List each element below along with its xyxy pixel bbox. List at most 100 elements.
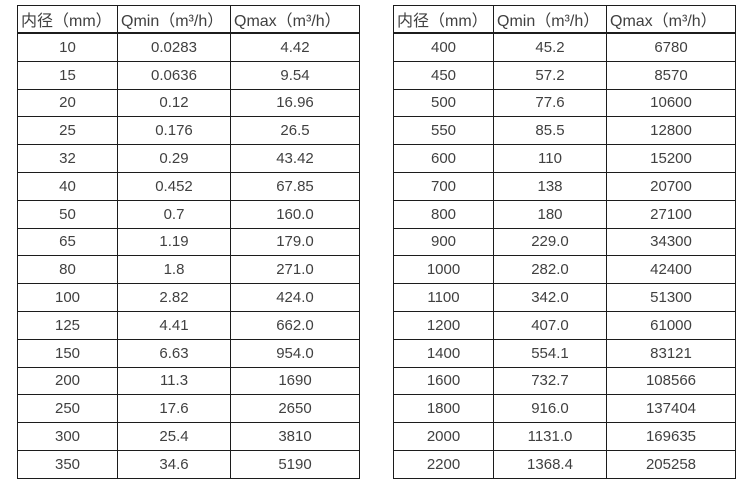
table-header-row: 内径（mm） Qmin（m³/h） Qmax（m³/h）: [393, 5, 736, 34]
table-cell: 85.5: [493, 116, 607, 146]
table-cell: 0.176: [117, 116, 231, 146]
table-cell: 2200: [393, 449, 494, 479]
table-row: 400 45.2 6780: [393, 32, 736, 62]
table-cell: 50: [17, 199, 118, 229]
table-row: 20 0.12 16.96: [17, 88, 360, 118]
table-row: 450 57.2 8570: [393, 60, 736, 90]
table-cell: 25.4: [117, 422, 231, 451]
table-cell: 424.0: [230, 283, 360, 312]
table-row: 250 17.6 2650: [17, 394, 360, 424]
table-cell: 0.12: [117, 88, 231, 118]
table-cell: 27100: [606, 199, 736, 229]
table-row: 550 85.5 12800: [393, 116, 736, 146]
table-cell: 407.0: [493, 310, 607, 340]
table-cell: 20700: [606, 171, 736, 201]
table-cell: 16.96: [230, 88, 360, 118]
table-row: 40 0.452 67.85: [17, 171, 360, 201]
table-cell: 65: [17, 227, 118, 257]
table-row: 300 25.4 3810: [17, 422, 360, 451]
table-cell: 600: [393, 144, 494, 173]
table-cell: 138: [493, 171, 607, 201]
table-cell: 300: [17, 422, 118, 451]
table-cell: 8570: [606, 60, 736, 90]
table-cell: 77.6: [493, 88, 607, 118]
table-row: 100 2.82 424.0: [17, 283, 360, 312]
table-row: 25 0.176 26.5: [17, 116, 360, 146]
column-header-qmax: Qmax（m³/h）: [606, 5, 736, 34]
column-header-qmin: Qmin（m³/h）: [493, 5, 607, 34]
column-header-qmax: Qmax（m³/h）: [230, 5, 360, 34]
table-row: 10 0.0283 4.42: [17, 32, 360, 62]
table-cell: 12800: [606, 116, 736, 146]
table-row: 900 229.0 34300: [393, 227, 736, 257]
table-row: 80 1.8 271.0: [17, 255, 360, 285]
table-cell: 2.82: [117, 283, 231, 312]
table-row: 200 11.3 1690: [17, 366, 360, 396]
column-header-qmin: Qmin（m³/h）: [117, 5, 231, 34]
table-cell: 108566: [606, 366, 736, 396]
table-cell: 1.8: [117, 255, 231, 285]
table-cell: 100: [17, 283, 118, 312]
table-cell: 26.5: [230, 116, 360, 146]
table-cell: 4.42: [230, 32, 360, 62]
table-header-row: 内径（mm） Qmin（m³/h） Qmax（m³/h）: [17, 5, 360, 34]
table-row: 65 1.19 179.0: [17, 227, 360, 257]
table-row: 1000 282.0 42400: [393, 255, 736, 285]
table-cell: 342.0: [493, 283, 607, 312]
table-row: 150 6.63 954.0: [17, 338, 360, 368]
table-cell: 40: [17, 171, 118, 201]
table-cell: 900: [393, 227, 494, 257]
table-cell: 916.0: [493, 394, 607, 424]
table-cell: 1200: [393, 310, 494, 340]
table-row: 350 34.6 5190: [17, 449, 360, 479]
table-cell: 32: [17, 144, 118, 173]
table-cell: 1800: [393, 394, 494, 424]
table-cell: 1400: [393, 338, 494, 368]
table-row: 800 180 27100: [393, 199, 736, 229]
table-cell: 43.42: [230, 144, 360, 173]
table-cell: 34.6: [117, 449, 231, 479]
table-cell: 20: [17, 88, 118, 118]
table-cell: 554.1: [493, 338, 607, 368]
table-cell: 34300: [606, 227, 736, 257]
table-cell: 67.85: [230, 171, 360, 201]
table-cell: 0.0636: [117, 60, 231, 90]
table-row: 125 4.41 662.0: [17, 310, 360, 340]
column-header-diameter: 内径（mm）: [17, 5, 118, 34]
table-row: 1400 554.1 83121: [393, 338, 736, 368]
table-cell: 732.7: [493, 366, 607, 396]
table-cell: 9.54: [230, 60, 360, 90]
table-cell: 10: [17, 32, 118, 62]
table-cell: 179.0: [230, 227, 360, 257]
table-row: 600 110 15200: [393, 144, 736, 173]
table-cell: 51300: [606, 283, 736, 312]
table-cell: 11.3: [117, 366, 231, 396]
table-row: 1600 732.7 108566: [393, 366, 736, 396]
table-cell: 200: [17, 366, 118, 396]
table-row: 15 0.0636 9.54: [17, 60, 360, 90]
table-row: 50 0.7 160.0: [17, 199, 360, 229]
table-cell: 0.29: [117, 144, 231, 173]
table-cell: 450: [393, 60, 494, 90]
table-cell: 6.63: [117, 338, 231, 368]
table-cell: 1131.0: [493, 422, 607, 451]
table-cell: 662.0: [230, 310, 360, 340]
table-row: 32 0.29 43.42: [17, 144, 360, 173]
table-cell: 150: [17, 338, 118, 368]
table-row: 500 77.6 10600: [393, 88, 736, 118]
table-cell: 205258: [606, 449, 736, 479]
table-cell: 4.41: [117, 310, 231, 340]
table-cell: 271.0: [230, 255, 360, 285]
table-cell: 700: [393, 171, 494, 201]
table-cell: 2650: [230, 394, 360, 424]
table-cell: 2000: [393, 422, 494, 451]
table-cell: 0.7: [117, 199, 231, 229]
table-cell: 550: [393, 116, 494, 146]
table-cell: 169635: [606, 422, 736, 451]
table-cell: 45.2: [493, 32, 607, 62]
table-cell: 57.2: [493, 60, 607, 90]
table-cell: 400: [393, 32, 494, 62]
table-cell: 80: [17, 255, 118, 285]
table-row: 1100 342.0 51300: [393, 283, 736, 312]
